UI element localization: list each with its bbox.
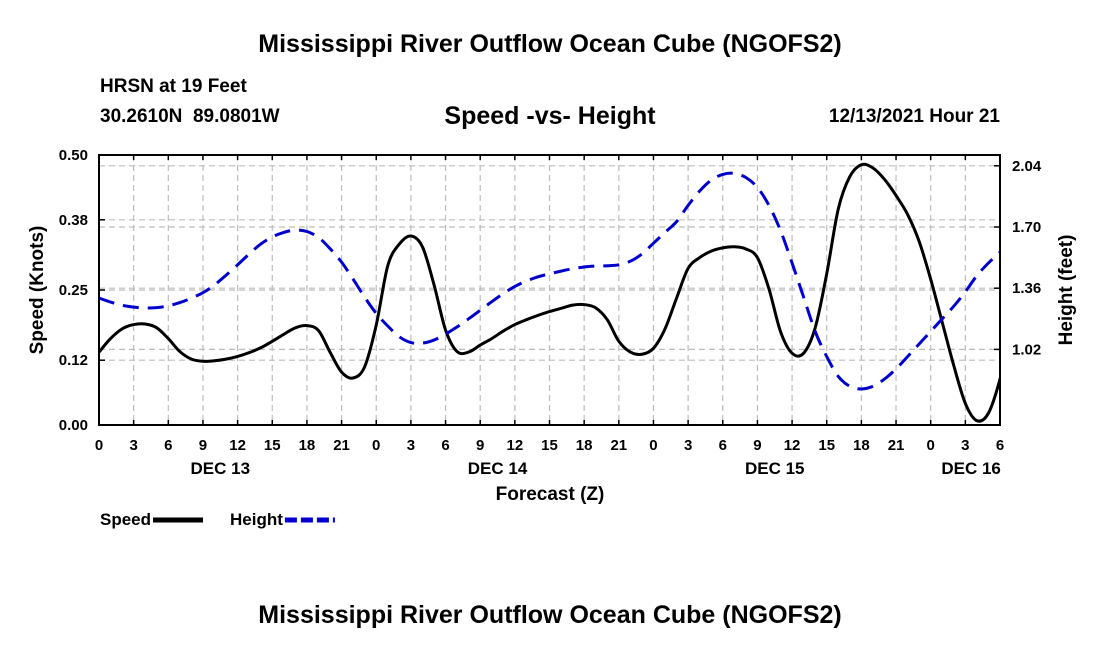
x-tick-label: 15 [264, 437, 281, 454]
series-layer [99, 162, 1000, 423]
legend-label-height: Height [230, 510, 283, 529]
station-label: HRSN at 19 Feet [100, 76, 247, 97]
day-label: DEC 16 [941, 459, 1001, 478]
x-tick-label: 9 [199, 437, 207, 454]
x-tick-label: 0 [95, 437, 103, 454]
x-tick-label: 3 [684, 437, 692, 454]
forecast-datetime: 12/13/2021 Hour 21 [828, 106, 1000, 127]
legend-label-speed: Speed [100, 510, 151, 529]
bottom-title: Mississippi River Outflow Ocean Cube (NG… [258, 601, 842, 629]
page-title: Mississippi River Outflow Ocean Cube (NG… [258, 30, 842, 58]
x-tick-label: 0 [372, 437, 380, 454]
day-label: DEC 14 [468, 459, 528, 478]
y-axis-label: Speed (Knots) [27, 226, 48, 355]
x-tick-label: 12 [507, 437, 524, 454]
grid-lines [99, 154, 1000, 425]
legend: Speed Height [100, 510, 335, 529]
x-tick-label: 0 [927, 437, 935, 454]
axes: 0 3 6 9 12 15 18 21 0 3 6 9 12 15 18 21 0 3 6 9 12 15 18 21 0 3 6 D… [59, 147, 1042, 478]
x-tick-label: 15 [818, 437, 835, 454]
x-tick-label: 3 [129, 437, 137, 454]
x-tick-label: 18 [576, 437, 593, 454]
y2-axis-label: Height (feet) [1056, 235, 1077, 346]
x-tick-label: 18 [299, 437, 316, 454]
x-tick-label: 9 [476, 437, 484, 454]
x-tick-label: 15 [541, 437, 558, 454]
x-tick-label: 12 [229, 437, 246, 454]
x-tick-label: 6 [441, 437, 449, 454]
y-tick-label: 0.00 [59, 417, 88, 434]
x-tick-label: 21 [610, 437, 627, 454]
x-tick-label: 12 [784, 437, 801, 454]
x-tick-label: 3 [407, 437, 415, 454]
x-tick-label: 6 [164, 437, 172, 454]
day-label: DEC 13 [191, 459, 251, 478]
x-tick-label: 6 [996, 437, 1004, 454]
chart-title: Speed -vs- Height [444, 102, 656, 130]
y-tick-label: 0.50 [59, 147, 88, 164]
x-tick-label: 21 [333, 437, 350, 454]
station-coordinates: 30.2610N 89.0801W [100, 106, 280, 127]
series-line-speed [99, 162, 1000, 423]
y-tick-label: 0.25 [59, 282, 88, 299]
x-tick-label: 9 [753, 437, 761, 454]
x-tick-label: 6 [719, 437, 727, 454]
x-tick-label: 3 [961, 437, 969, 454]
series-line-height [99, 171, 1000, 391]
y-tick-label: 0.38 [59, 212, 88, 229]
x-tick-label: 21 [888, 437, 905, 454]
y2-tick-label: 1.02 [1012, 341, 1041, 358]
x-tick-label: 0 [649, 437, 657, 454]
day-label: DEC 15 [745, 459, 805, 478]
y2-tick-label: 2.04 [1012, 158, 1042, 175]
y2-tick-label: 1.70 [1012, 219, 1041, 236]
x-tick-label: 18 [853, 437, 870, 454]
y2-tick-label: 1.36 [1012, 280, 1041, 297]
y-tick-label: 0.12 [59, 352, 88, 369]
x-axis-label: Forecast (Z) [496, 484, 605, 505]
